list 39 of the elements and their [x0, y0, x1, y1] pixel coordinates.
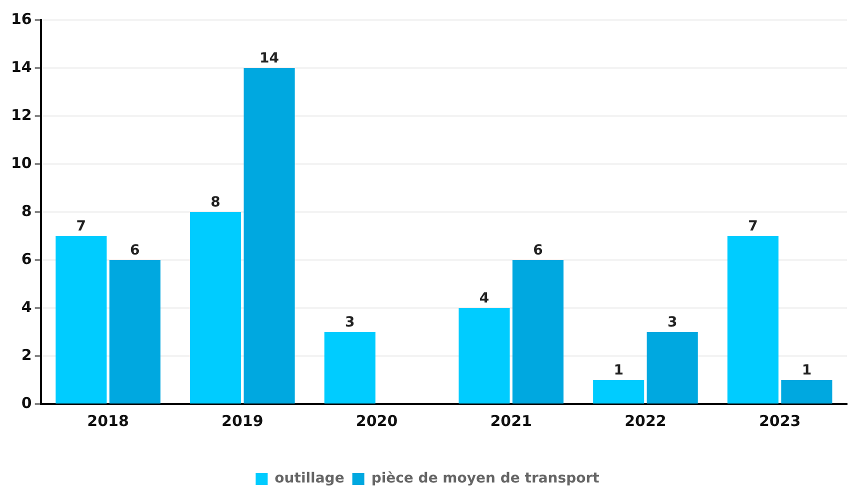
- data-label: 7: [748, 218, 758, 235]
- bar: [781, 380, 832, 404]
- y-tick-label: 14: [11, 58, 32, 76]
- bar: [56, 236, 107, 404]
- y-tick-label: 0: [21, 394, 32, 412]
- legend-label: pièce de moyen de transport: [371, 470, 600, 487]
- bar: [593, 380, 644, 404]
- x-tick-label: 2021: [490, 412, 532, 430]
- bar: [458, 308, 510, 404]
- y-tick-label: 12: [11, 106, 32, 124]
- data-label: 7: [76, 218, 86, 235]
- data-label: 3: [667, 314, 678, 331]
- bar: [190, 212, 242, 404]
- bar: [646, 332, 698, 404]
- data-label: 1: [614, 362, 624, 379]
- x-tick-label: 2022: [624, 412, 666, 430]
- data-label: 6: [533, 242, 543, 259]
- bar: [109, 260, 160, 404]
- x-tick-label: 2018: [87, 412, 129, 430]
- data-label: 1: [802, 362, 812, 379]
- data-label: 8: [210, 194, 220, 211]
- bar: [324, 332, 376, 404]
- x-tick-label: 2019: [222, 412, 264, 430]
- bar: [727, 236, 778, 404]
- legend-label: outillage: [274, 470, 344, 487]
- data-label: 14: [260, 50, 280, 67]
- y-tick-label: 6: [21, 250, 32, 268]
- x-tick-label: 2023: [758, 412, 801, 430]
- y-tick-label: 16: [11, 10, 32, 28]
- bar: [512, 260, 564, 404]
- y-tick-label: 10: [11, 154, 32, 172]
- data-label: 4: [479, 290, 490, 307]
- data-label: 3: [345, 314, 355, 331]
- y-tick-label: 2: [21, 346, 32, 364]
- y-tick-label: 4: [21, 298, 32, 316]
- bar: [244, 68, 295, 404]
- x-tick-label: 2020: [356, 412, 398, 430]
- data-label: 6: [130, 242, 140, 259]
- y-tick-label: 8: [21, 202, 32, 220]
